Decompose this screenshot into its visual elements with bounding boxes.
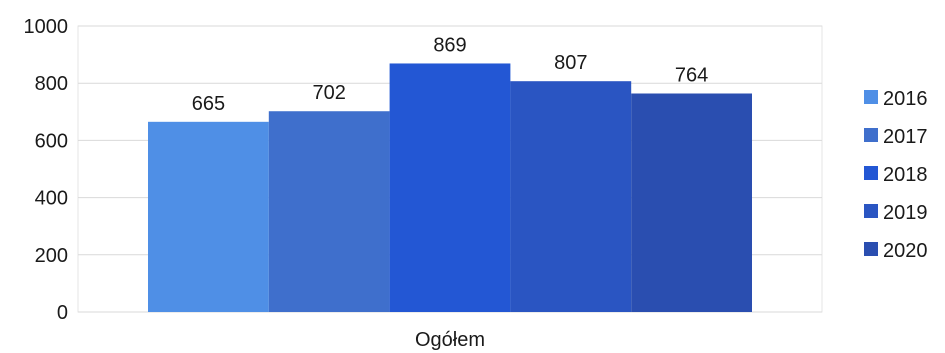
y-tick-label: 1000 xyxy=(24,16,69,38)
legend-item-2017: 2017 xyxy=(864,126,928,148)
x-axis: Ogółem xyxy=(415,329,485,351)
bar-2019 xyxy=(510,81,632,312)
legend-swatch xyxy=(864,204,878,218)
data-label-2019: 807 xyxy=(554,52,587,74)
legend-item-2020: 2020 xyxy=(864,240,928,262)
bar-2016 xyxy=(148,121,269,312)
y-tick-label: 800 xyxy=(35,73,68,95)
legend-label: 2019 xyxy=(883,202,928,224)
legend-label: 2017 xyxy=(883,126,928,148)
legend-item-2018: 2018 xyxy=(864,164,928,186)
data-label-2017: 702 xyxy=(313,82,346,104)
x-category-label: Ogółem xyxy=(415,329,485,351)
bar-2017 xyxy=(268,111,390,312)
y-tick-label: 400 xyxy=(35,188,68,210)
data-label-2020: 764 xyxy=(675,64,708,86)
bar-2018 xyxy=(389,63,511,312)
legend-label: 2018 xyxy=(883,164,928,186)
y-tick-label: 200 xyxy=(35,245,68,267)
legend-label: 2016 xyxy=(883,88,928,110)
data-labels: 665 702 869 807 764 xyxy=(192,34,709,114)
legend: 2016 2017 2018 2019 2020 xyxy=(864,88,928,262)
legend-item-2019: 2019 xyxy=(864,202,928,224)
bar-2020 xyxy=(631,93,752,312)
legend-label: 2020 xyxy=(883,240,928,262)
y-tick-label: 0 xyxy=(57,302,68,324)
legend-item-2016: 2016 xyxy=(864,88,928,110)
legend-swatch xyxy=(864,128,878,142)
data-label-2016: 665 xyxy=(192,93,225,115)
legend-swatch xyxy=(864,242,878,256)
legend-swatch xyxy=(864,166,878,180)
legend-swatch xyxy=(864,90,878,104)
bars xyxy=(148,63,752,312)
y-tick-label: 600 xyxy=(35,130,68,152)
data-label-2018: 869 xyxy=(433,34,466,56)
y-axis: 0 200 400 600 800 1000 xyxy=(24,16,69,324)
